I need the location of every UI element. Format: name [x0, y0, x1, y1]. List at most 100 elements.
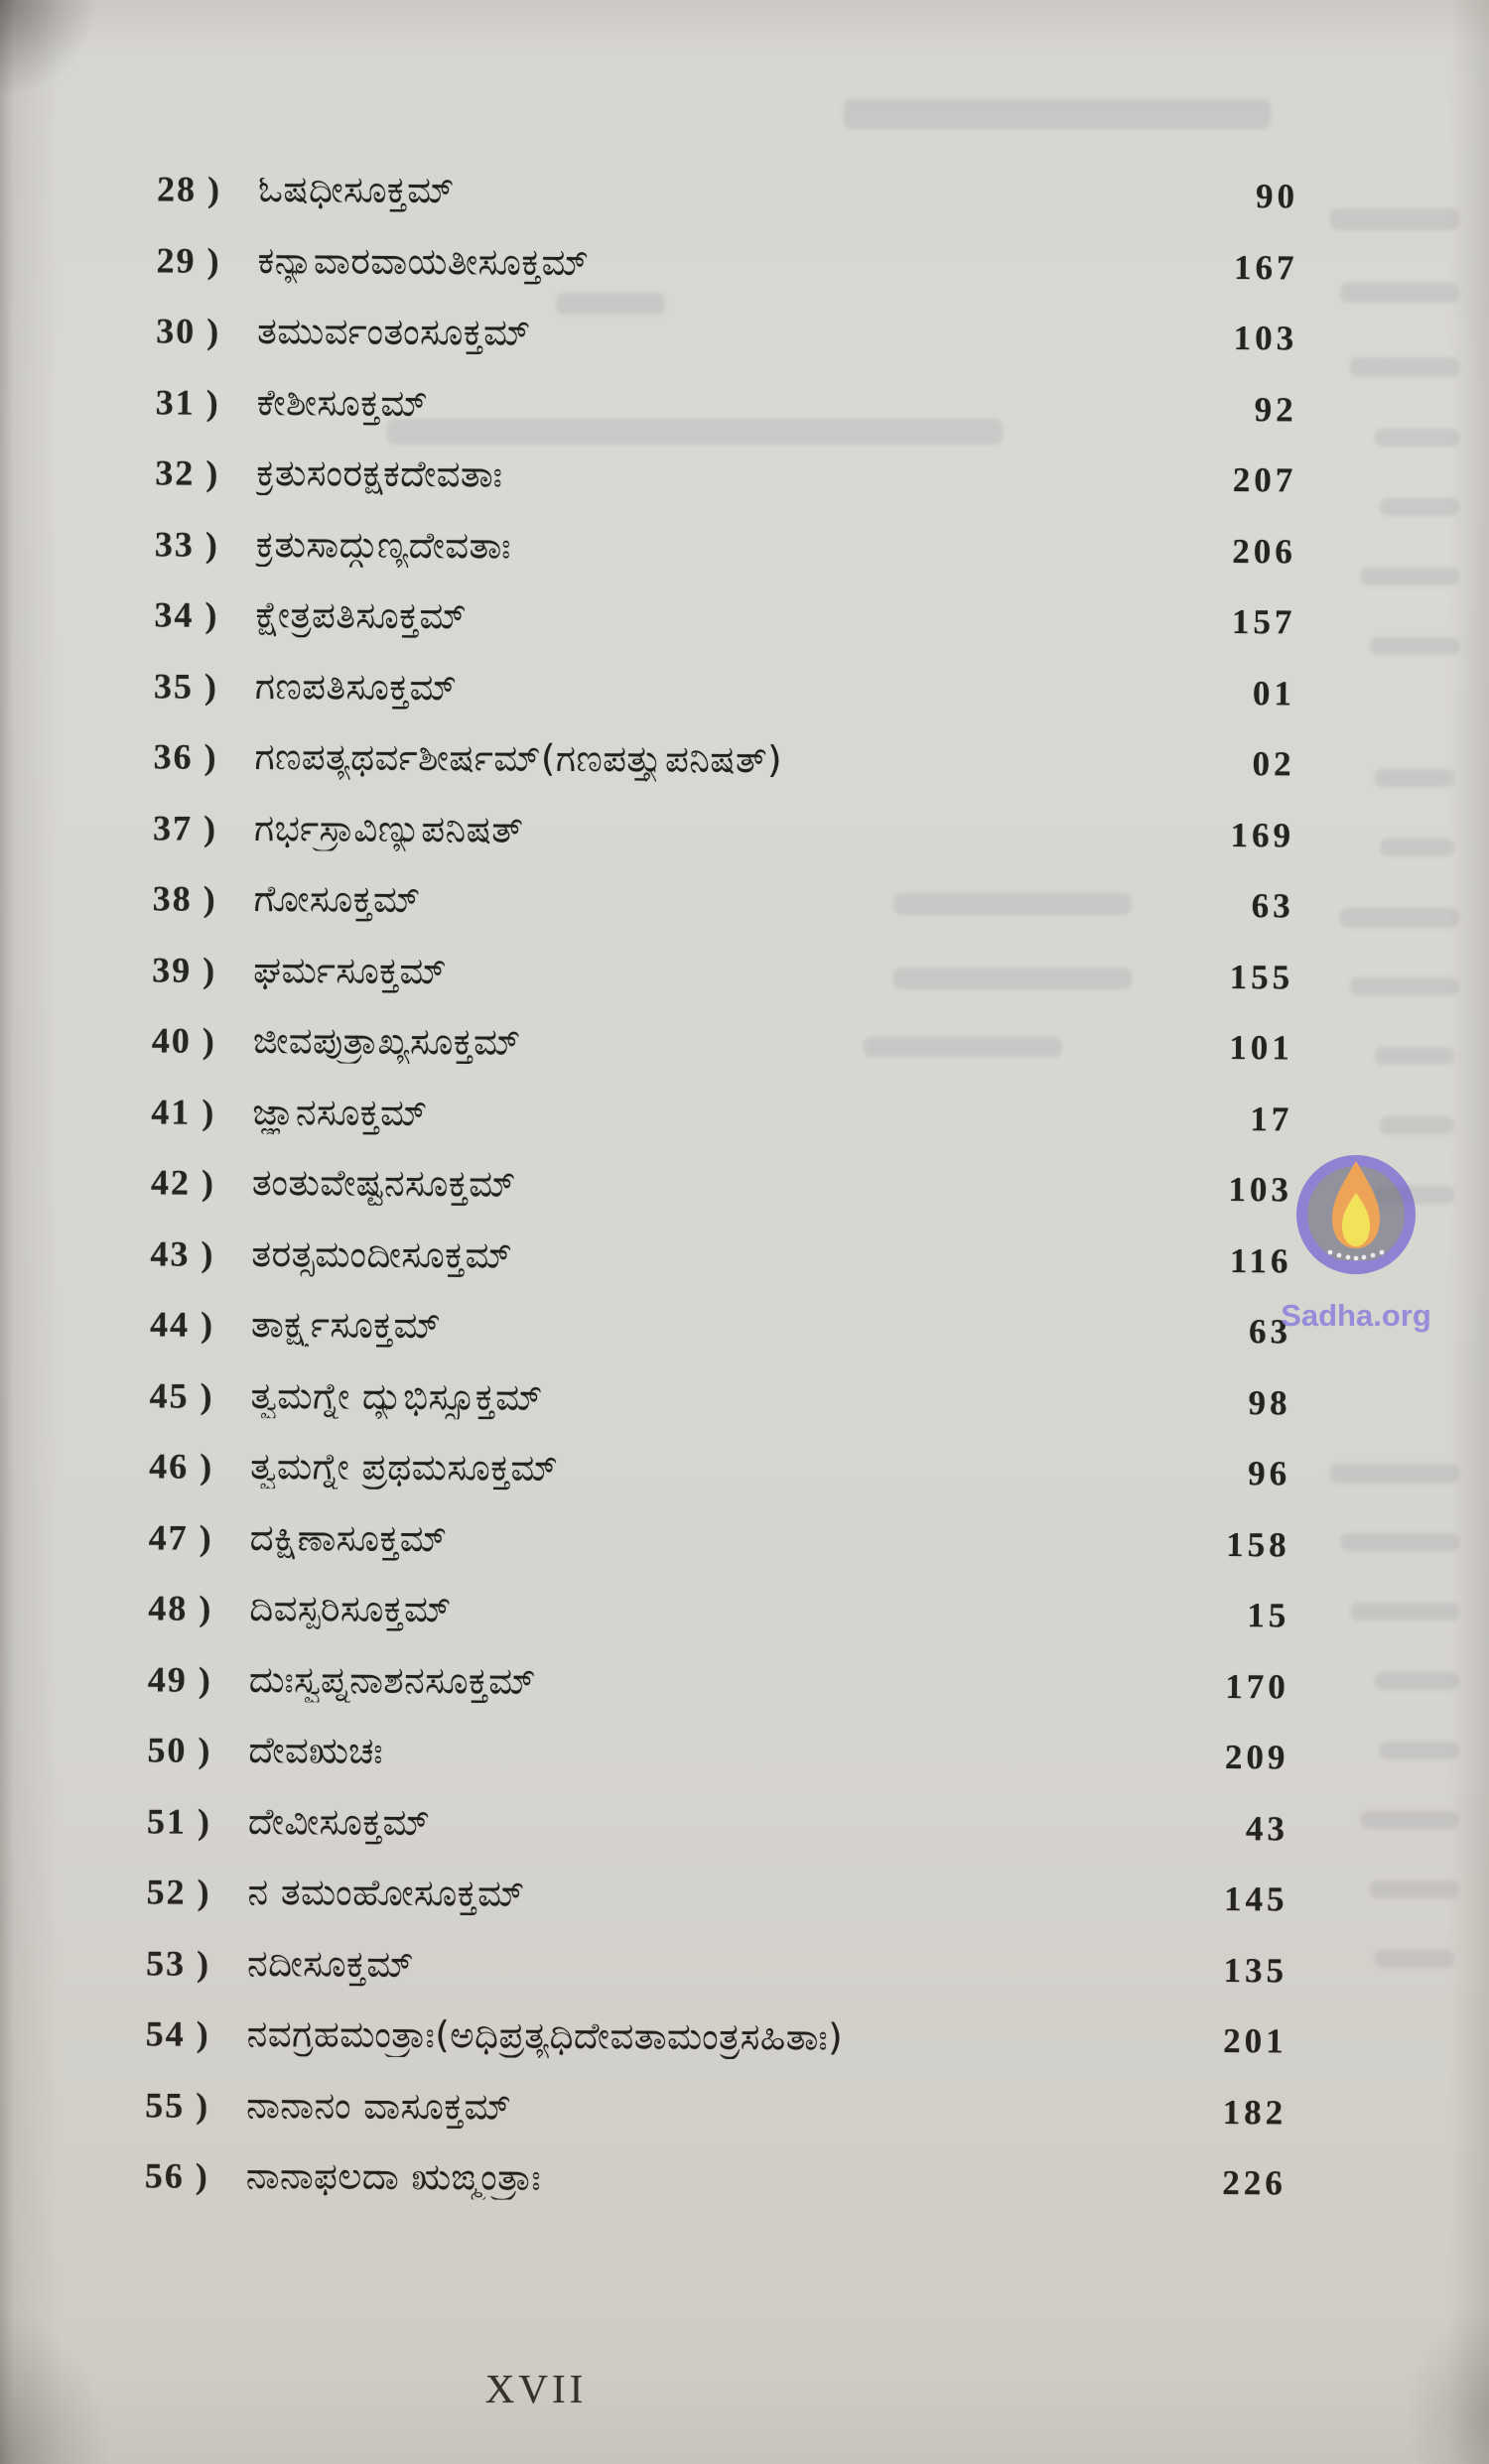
entry-title: ಕ್ಷೇತ್ರಪತಿಸೂಕ್ತಮ್ [255, 592, 468, 638]
entry-page: 201 [1223, 2020, 1287, 2061]
toc-entry: 56 ) ನಾನಾಫಲದಾ ಋಙ್ಮಂತ್ರಾಃ 226 [0, 2152, 1477, 2233]
bleed-through-smudge [1380, 1742, 1459, 1759]
entry-page: 206 [1232, 531, 1296, 571]
entry-number: 54 ) [145, 2013, 210, 2054]
bleed-through-smudge [893, 893, 1132, 915]
entry-page: 101 [1229, 1027, 1293, 1068]
entry-title: ಗಣಪತ್ಯಥರ್ವಶೀರ್ಷಮ್(ಗಣಪತ್ತ್ಯುಪನಿಷತ್) [254, 734, 783, 782]
entry-title: ಕ್ರತುಸಾದ್ಗುಣ್ಯದೇವತಾಃ [255, 522, 512, 568]
entry-number: 36 ) [153, 736, 218, 777]
toc-entry: 55 ) ನಾನಾನಂ ವಾಸೂಕ್ತಮ್ 182 [0, 2082, 1477, 2162]
toc-entry: 34 ) ಕ್ಷೇತ್ರಪತಿಸೂಕ್ತಮ್ 157 [0, 591, 1487, 672]
entry-number: 29 ) [156, 239, 221, 281]
toc-entry: 52 ) ನ ತಮಂಹೋಸೂಕ್ತಮ್ 145 [0, 1869, 1479, 1949]
entry-number: 31 ) [155, 381, 220, 423]
entry-page: 170 [1225, 1666, 1289, 1706]
entry-page: 15 [1247, 1596, 1290, 1635]
entry-page: 158 [1226, 1524, 1290, 1564]
entry-page: 135 [1223, 1950, 1288, 1990]
watermark-site-label: Sadha.org [1281, 1298, 1431, 1333]
entry-number: 47 ) [148, 1516, 213, 1558]
entry-title: ತಾರ್ಕ್ಷ್ಯಸೂಕ್ತಮ್ [250, 1302, 442, 1348]
bleed-through-smudge [1375, 1186, 1454, 1204]
entry-title: ನಾನಾಫಲದಾ ಋಙ್ಮಂತ್ರಾಃ [245, 2153, 542, 2199]
toc-entry: 42 ) ತಂತುವೇಷ್ಟನಸೂಕ್ತಮ್ 103 [0, 1159, 1483, 1239]
entry-page: 167 [1233, 247, 1298, 287]
toc-entry: 45 ) ತ್ವಮಗ್ನೇ ದ್ಯುಭಿಸ್ಸೂಕ್ತಮ್ 98 [0, 1372, 1482, 1453]
bleed-through-smudge [1350, 977, 1459, 995]
entry-title: ನಾನಾನಂ ವಾಸೂಕ್ತಮ್ [246, 2083, 512, 2129]
entry-title: ದಕ್ಷಿಣಾಸೂಕ್ತಮ್ [249, 1515, 448, 1560]
entry-number: 32 ) [155, 453, 220, 493]
toc-entry: 32 ) ಕ್ರತುಸಂರಕ್ಷಕದೇವತಾಃ 207 [0, 450, 1487, 530]
bleed-through-smudge [1340, 283, 1459, 303]
bleed-through-smudge [556, 293, 665, 315]
entry-page: 209 [1224, 1737, 1289, 1777]
entry-page: 02 [1252, 744, 1295, 784]
entry-title: ಗಣಪತಿಸೂಕ್ತಮ್ [254, 664, 458, 709]
bleed-through-smudge [864, 1037, 1062, 1057]
entry-title: ಕ್ರತುಸಂರಕ್ಷಕದೇವತಾಃ [256, 452, 503, 496]
entry-number: 49 ) [147, 1658, 212, 1700]
entry-title: ನ ತಮಂಹೋಸೂಕ್ತಮ್ [247, 1870, 525, 1915]
bleed-through-smudge [893, 968, 1132, 989]
entry-title: ತ್ವಮಗ್ನೇ ಪ್ರಥಮಸೂಕ್ತಮ್ [250, 1444, 559, 1490]
toc-entry: 54 ) ನವಗ್ರಹಮಂತ್ರಾಃ(ಅಧಿಪ್ರತ್ಯಧಿದೇವತಾಮಂತ್ರ… [0, 2010, 1478, 2091]
watermark: Sadha.org [1269, 1143, 1443, 1334]
entry-number: 42 ) [150, 1162, 216, 1203]
toc-entry: 40 ) ಜೀವಪುತ್ರಾಖ್ಯಸೂಕ್ತಮ್ 101 [0, 1017, 1484, 1098]
toc-entry: 48 ) ದಿವಸ್ಪರಿಸೂಕ್ತಮ್ 15 [0, 1585, 1480, 1665]
bleed-through-smudge [387, 419, 1003, 445]
page-content: 28 ) ಓಷಧೀಸೂಕ್ತಮ್ 90 29 ) ಕನ್ಯಾವಾರವಾಯತೀಸೂ… [0, 168, 1489, 2233]
toc-entry: 46 ) ತ್ವಮಗ್ನೇ ಪ್ರಥಮಸೂಕ್ತಮ್ 96 [0, 1443, 1481, 1523]
entry-number: 53 ) [146, 1942, 211, 1984]
bleed-through-smudge [1340, 1533, 1459, 1551]
bleed-through-smudge [844, 99, 1271, 129]
entry-title: ಓಷಧೀಸೂಕ್ತಮ್ [257, 168, 455, 212]
toc-entry: 47 ) ದಕ್ಷಿಣಾಸೂಕ್ತಮ್ 158 [0, 1514, 1481, 1595]
toc-entry: 37 ) ಗರ್ಭಸ್ರಾವಿಣ್ಯುಪನಿಷತ್ 169 [0, 805, 1485, 885]
entry-number: 52 ) [146, 1872, 211, 1912]
entry-page: 96 [1248, 1454, 1291, 1493]
bleed-through-smudge [1375, 769, 1454, 787]
entry-number: 41 ) [151, 1091, 216, 1132]
entry-title: ದಿವಸ್ಪರಿಸೂಕ್ತಮ್ [249, 1586, 452, 1631]
toc-entry: 30 ) ತಮುರ್ವಂತಂಸೂಕ್ತಮ್ 103 [0, 308, 1488, 388]
entry-title: ತಂತುವೇಷ್ಟನಸೂಕ್ತಮ್ [251, 1160, 516, 1206]
entry-number: 56 ) [144, 2155, 209, 2196]
entry-title: ಕನ್ಯಾವಾರವಾಯತೀಸೂಕ್ತಮ್ [257, 238, 590, 284]
diya-flame-icon [1296, 1155, 1416, 1274]
bleed-through-smudge [1370, 1880, 1459, 1898]
entry-page: 63 [1251, 886, 1294, 926]
entry-page: 01 [1252, 673, 1296, 713]
toc-entry: 35 ) ಗಣಪತಿಸೂಕ್ತಮ್ 01 [0, 663, 1486, 743]
entry-page: 169 [1230, 815, 1295, 854]
bleed-through-smudge [1330, 1464, 1459, 1484]
toc-entry: 50 ) ದೇವಋಚಃ 209 [0, 1727, 1480, 1807]
entry-number: 34 ) [154, 594, 219, 635]
entry-page: 92 [1254, 389, 1297, 429]
bleed-through-smudge [1375, 1950, 1454, 1968]
toc-entry: 36 ) ಗಣಪತ್ಯಥರ್ವಶೀರ್ಷಮ್(ಗಣಪತ್ತ್ಯುಪನಿಷತ್) … [0, 733, 1486, 814]
bleed-through-smudge [1375, 1672, 1459, 1690]
entry-title: ತರತ್ಸಮಂದೀಸೂಕ್ತಮ್ [251, 1232, 513, 1277]
entry-number: 38 ) [152, 878, 217, 919]
bleed-through-smudge [1360, 568, 1459, 585]
entry-page: 98 [1248, 1382, 1291, 1422]
entry-number: 51 ) [146, 1800, 212, 1842]
entry-number: 48 ) [148, 1588, 213, 1628]
toc-entry: 44 ) ತಾರ್ಕ್ಷ್ಯಸೂಕ್ತಮ್ 63 [0, 1301, 1482, 1381]
entry-title: ನದೀಸೂಕ್ತಮ್ [246, 1941, 415, 1986]
entry-page: 145 [1223, 1879, 1288, 1919]
entry-page: 182 [1222, 2092, 1287, 2132]
entry-number: 46 ) [149, 1446, 214, 1487]
toc-entry: 33 ) ಕ್ರತುಸಾದ್ಗುಣ್ಯದೇವತಾಃ 206 [0, 521, 1487, 601]
entry-page: 207 [1232, 460, 1297, 500]
bleed-through-smudge [1340, 908, 1459, 928]
bleed-through-smudge [1380, 498, 1459, 516]
toc-entry: 29 ) ಕನ್ಯಾವಾರವಾಯತೀಸೂಕ್ತಮ್ 167 [0, 237, 1489, 318]
bleed-through-smudge [1380, 839, 1454, 856]
entry-number: 37 ) [152, 807, 218, 848]
toc-entry: 49 ) ದುಃಸ್ವಪ್ನನಾಶನಸೂಕ್ತಮ್ 170 [0, 1656, 1480, 1737]
